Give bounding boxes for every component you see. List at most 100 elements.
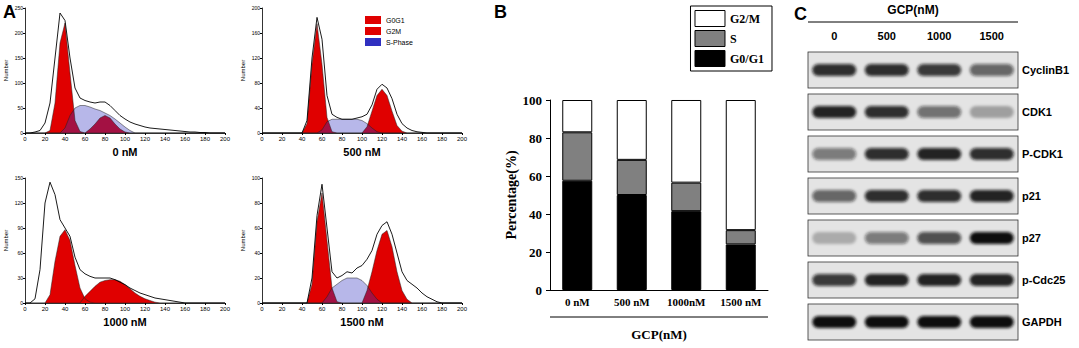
svg-text:120: 120: [140, 306, 151, 312]
svg-text:200: 200: [457, 136, 468, 142]
svg-text:180: 180: [200, 136, 211, 142]
svg-text:G2/M: G2/M: [730, 12, 760, 26]
svg-text:60: 60: [319, 136, 326, 142]
svg-text:200: 200: [457, 306, 468, 312]
svg-text:100: 100: [120, 306, 131, 312]
svg-text:30: 30: [17, 275, 23, 281]
svg-text:180: 180: [437, 306, 448, 312]
svg-text:40: 40: [254, 105, 260, 111]
svg-text:500 nM: 500 nM: [343, 146, 380, 158]
svg-text:60: 60: [319, 306, 326, 312]
svg-text:40: 40: [299, 136, 306, 142]
svg-text:200: 200: [220, 306, 231, 312]
svg-text:60: 60: [17, 250, 23, 256]
svg-text:20: 20: [529, 245, 542, 260]
svg-text:p21: p21: [1022, 190, 1041, 202]
svg-text:60: 60: [82, 306, 89, 312]
svg-text:200: 200: [220, 136, 231, 142]
svg-text:CyclinB1: CyclinB1: [1022, 64, 1069, 76]
svg-text:G0G1: G0G1: [386, 17, 405, 24]
svg-text:60: 60: [82, 136, 89, 142]
svg-text:100: 100: [15, 80, 24, 86]
svg-text:0: 0: [260, 306, 264, 312]
svg-text:0: 0: [23, 306, 27, 312]
svg-text:20: 20: [279, 306, 286, 312]
svg-text:140: 140: [160, 306, 171, 312]
svg-text:90: 90: [17, 225, 23, 231]
svg-text:180: 180: [437, 136, 448, 142]
svg-text:140: 140: [160, 136, 171, 142]
svg-text:S-Phase: S-Phase: [386, 39, 413, 46]
svg-text:G2M: G2M: [386, 28, 401, 35]
svg-text:1500 nM: 1500 nM: [340, 316, 383, 328]
svg-text:1000nM: 1000nM: [667, 296, 706, 308]
svg-text:G0/G1: G0/G1: [730, 52, 764, 66]
svg-text:60: 60: [254, 225, 260, 231]
svg-text:80: 80: [102, 306, 109, 312]
svg-text:C: C: [794, 4, 807, 24]
svg-text:80: 80: [254, 200, 260, 206]
svg-text:CDK1: CDK1: [1022, 106, 1052, 118]
svg-text:80: 80: [339, 136, 346, 142]
svg-text:20: 20: [279, 136, 286, 142]
svg-text:1500: 1500: [980, 30, 1004, 42]
svg-text:150: 150: [15, 55, 24, 61]
svg-text:1000 nM: 1000 nM: [103, 316, 146, 328]
svg-text:160: 160: [252, 30, 261, 36]
svg-text:120: 120: [140, 136, 151, 142]
svg-text:0: 0: [23, 136, 27, 142]
svg-text:0 nM: 0 nM: [565, 296, 590, 308]
svg-text:100: 100: [357, 306, 368, 312]
svg-text:150: 150: [15, 175, 24, 181]
svg-text:200: 200: [252, 5, 261, 11]
svg-text:0: 0: [536, 283, 543, 298]
svg-text:40: 40: [299, 306, 306, 312]
svg-text:200: 200: [15, 30, 24, 36]
svg-text:80: 80: [529, 131, 542, 146]
svg-text:B: B: [494, 2, 507, 22]
svg-text:180: 180: [200, 306, 211, 312]
svg-text:80: 80: [254, 80, 260, 86]
svg-text:80: 80: [102, 136, 109, 142]
svg-text:P-CDK1: P-CDK1: [1022, 148, 1063, 160]
svg-text:120: 120: [15, 200, 24, 206]
svg-text:120: 120: [252, 55, 261, 61]
svg-text:0: 0: [831, 30, 837, 42]
svg-text:Number: Number: [3, 60, 9, 81]
svg-text:160: 160: [180, 306, 191, 312]
svg-text:160: 160: [180, 136, 191, 142]
svg-text:120: 120: [377, 136, 388, 142]
svg-text:60: 60: [529, 169, 542, 184]
svg-text:40: 40: [62, 136, 69, 142]
svg-text:Number: Number: [240, 230, 246, 251]
svg-text:100: 100: [252, 175, 261, 181]
svg-text:140: 140: [397, 306, 408, 312]
svg-text:250: 250: [15, 5, 24, 11]
svg-text:120: 120: [377, 306, 388, 312]
svg-text:500: 500: [878, 30, 896, 42]
svg-text:Number: Number: [240, 60, 246, 81]
svg-text:500 nM: 500 nM: [614, 296, 650, 308]
svg-text:160: 160: [417, 306, 428, 312]
svg-text:100: 100: [120, 136, 131, 142]
svg-text:GCP(nM): GCP(nM): [887, 3, 938, 17]
svg-text:100: 100: [523, 93, 543, 108]
svg-text:50: 50: [17, 105, 23, 111]
svg-text:Percentage(%): Percentage(%): [504, 150, 520, 239]
svg-text:100: 100: [357, 136, 368, 142]
svg-text:0: 0: [260, 136, 264, 142]
svg-text:0 nM: 0 nM: [112, 146, 137, 158]
svg-text:40: 40: [529, 207, 542, 222]
svg-text:GCP(nM): GCP(nM): [631, 327, 687, 342]
svg-text:40: 40: [62, 306, 69, 312]
svg-text:160: 160: [417, 136, 428, 142]
svg-text:40: 40: [254, 250, 260, 256]
svg-text:GAPDH: GAPDH: [1022, 316, 1062, 328]
svg-text:1500 nM: 1500 nM: [720, 296, 762, 308]
svg-text:Number: Number: [3, 230, 9, 251]
svg-text:20: 20: [42, 136, 49, 142]
svg-text:20: 20: [254, 275, 260, 281]
svg-text:1000: 1000: [927, 30, 951, 42]
svg-text:p27: p27: [1022, 232, 1041, 244]
svg-text:80: 80: [339, 306, 346, 312]
